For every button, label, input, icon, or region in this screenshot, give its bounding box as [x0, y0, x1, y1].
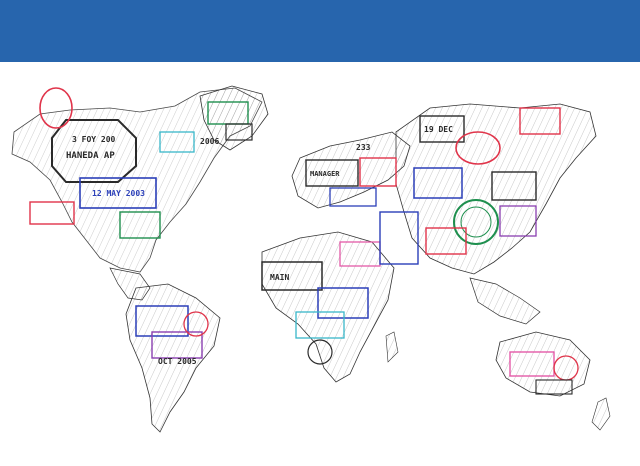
stamp-text: 2006	[200, 137, 219, 146]
stamp-na-oval: 2006	[29, 87, 219, 239]
world-map-image: 3 FOY 200 HANEDA AP 12 MAY 2003 2006 OCT…	[0, 62, 640, 466]
stamp-text: MAIN	[270, 273, 289, 282]
stamp-text: 233	[356, 143, 371, 152]
stamp-greenland	[207, 101, 253, 141]
header-bar	[0, 0, 640, 62]
europe-shape	[291, 131, 411, 209]
stamp-na-rect: 12 MAY 2003	[79, 177, 157, 209]
stamp-text: HANEDA AP	[66, 151, 115, 161]
stamp-af: MAIN	[261, 241, 381, 365]
stamp-text: MANAGER	[310, 170, 340, 178]
stamp-text: 3 FOY 200	[72, 135, 116, 144]
stamp-text: 19 DEC	[424, 125, 453, 134]
stamp-as: 19 DEC	[379, 107, 561, 265]
stamp-text: OCT 2005	[158, 357, 197, 366]
stamp-sa-rect: OCT 2005	[135, 305, 209, 366]
passport-stamp-world-map: 3 FOY 200 HANEDA AP 12 MAY 2003 2006 OCT…	[11, 85, 611, 433]
stamp-na-octagon: 3 FOY 200 HANEDA AP	[51, 119, 137, 183]
stamp-eu: MANAGER 233	[305, 143, 397, 207]
australia-shape	[495, 331, 611, 431]
stamp-au	[509, 351, 579, 395]
africa-shape	[261, 231, 399, 383]
stamp-text: 12 MAY 2003	[92, 189, 145, 198]
